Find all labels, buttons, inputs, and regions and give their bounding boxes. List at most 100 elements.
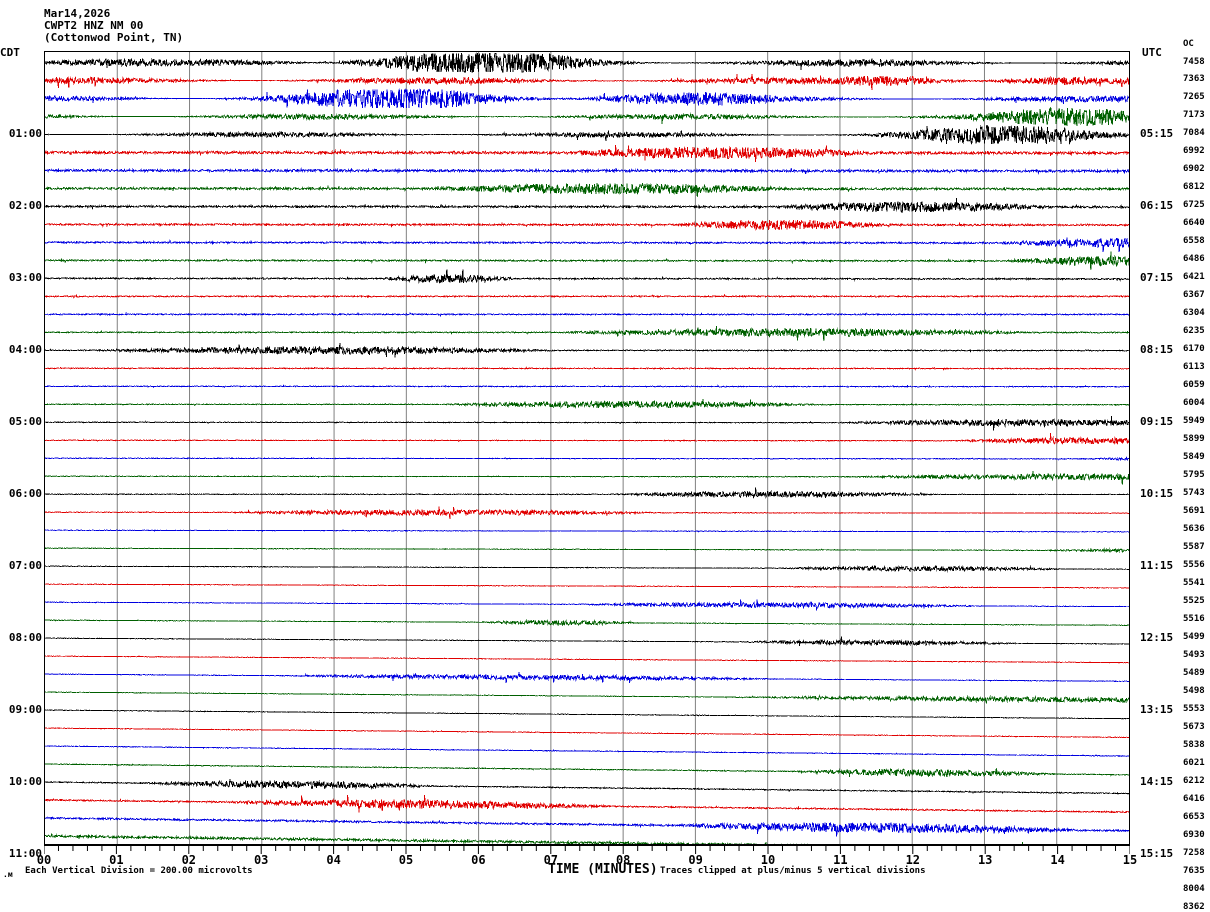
- amplitude-value: 6640: [1183, 218, 1205, 229]
- amplitude-value: 6416: [1183, 794, 1205, 805]
- right-time-tick: 11:15: [1140, 559, 1174, 573]
- left-time-tick: 05:00: [8, 415, 42, 429]
- amplitude-value: 6021: [1183, 758, 1205, 769]
- right-time-tick: 14:15: [1140, 775, 1174, 789]
- left-time-tick: 02:00: [8, 199, 42, 213]
- seismogram-page: Mar14,2026 CWPT2 HNZ NM 00 (Cottonwod Po…: [0, 7, 1205, 912]
- x-axis-label: 02: [181, 853, 197, 867]
- x-axis-label: 06: [471, 853, 486, 867]
- amplitude-value: 7458: [1183, 56, 1205, 67]
- amplitude-value: 5899: [1183, 434, 1205, 445]
- amplitude-value: 6653: [1183, 812, 1205, 822]
- left-time-tick: 03:00: [8, 271, 42, 285]
- amplitude-value: 7635: [1183, 865, 1205, 876]
- right-time-tick: 05:15: [1140, 127, 1174, 141]
- x-axis-label: 00: [36, 853, 52, 867]
- amplitude-value: 5525: [1183, 596, 1205, 607]
- amplitude-value: 6725: [1183, 200, 1205, 211]
- amplitude-value: 6367: [1183, 290, 1205, 301]
- right-time-tick: 13:15: [1140, 703, 1174, 717]
- right-time-tick: 07:15: [1140, 271, 1174, 285]
- amplitude-value: 5489: [1183, 668, 1205, 679]
- amplitude-value: 5691: [1183, 506, 1205, 517]
- amplitude-value: 8362: [1183, 901, 1205, 912]
- amplitude-value: 5553: [1183, 704, 1205, 715]
- x-axis-label: 08: [615, 853, 631, 867]
- left-time-tick: 07:00: [8, 559, 42, 573]
- amplitude-value: 5516: [1183, 614, 1205, 625]
- amplitude-value: 6113: [1183, 362, 1205, 373]
- amplitude-value: 6004: [1183, 398, 1205, 409]
- amplitude-value: 6558: [1183, 236, 1205, 247]
- amplitude-value: 7084: [1183, 128, 1205, 139]
- x-axis-label: 03: [253, 853, 269, 867]
- amplitude-value: 7173: [1183, 110, 1205, 121]
- footer-clip-note: Traces clipped at plus/minus 5 vertical …: [660, 866, 926, 876]
- left-time-tick: 09:00: [8, 703, 42, 717]
- amplitude-value: 6235: [1183, 326, 1205, 337]
- left-time-tick: 10:00: [8, 775, 42, 789]
- footer-corner-mark: .м: [3, 870, 13, 879]
- right-time-tick: 10:15: [1140, 487, 1174, 501]
- right-time-tick: 06:15: [1140, 199, 1174, 213]
- amplitude-value: 5795: [1183, 470, 1205, 481]
- amplitude-value: 6930: [1183, 830, 1205, 840]
- left-time-tick: 06:00: [8, 487, 42, 501]
- footer-scale-note: Each Vertical Division = 200.00 microvol…: [25, 866, 253, 876]
- header-location: (Cottonwod Point, TN): [44, 31, 184, 44]
- amplitude-value: 5673: [1183, 722, 1205, 733]
- x-axis-label: 07: [543, 853, 559, 867]
- amplitude-value: 5587: [1183, 542, 1205, 553]
- x-axis-label: 13: [977, 853, 993, 867]
- amplitude-column-label: OC: [1183, 39, 1194, 49]
- amplitude-value: 5493: [1183, 650, 1205, 661]
- x-axis-label: 14: [1050, 853, 1065, 867]
- x-axis-label: 09: [688, 853, 703, 867]
- amplitude-value: 7258: [1183, 847, 1205, 858]
- x-axis-label: 11: [833, 853, 848, 867]
- header-date: Mar14,2026: [44, 7, 111, 20]
- header-station: CWPT2 HNZ NM 00: [44, 19, 144, 32]
- amplitude-value: 8004: [1183, 883, 1205, 894]
- amplitude-value: 6304: [1183, 308, 1205, 319]
- right-time-tick: 15:15: [1140, 846, 1174, 860]
- amplitude-value: 7265: [1183, 92, 1205, 103]
- x-axis-label: 10: [760, 853, 776, 867]
- left-timezone-label: CDT: [0, 46, 20, 59]
- amplitude-value: 6902: [1183, 164, 1205, 175]
- amplitude-value: 5556: [1183, 560, 1205, 571]
- trace-layer: [45, 52, 1129, 844]
- x-axis-label: 12: [905, 853, 921, 867]
- amplitude-value: 5743: [1183, 488, 1205, 499]
- amplitude-value: 6486: [1183, 254, 1205, 265]
- x-axis-ticks: [44, 845, 1130, 854]
- amplitude-value: 6421: [1183, 272, 1205, 283]
- x-axis-title: TIME (MINUTES): [548, 862, 658, 877]
- amplitude-value: 6992: [1183, 146, 1205, 157]
- seismogram-plot: [44, 51, 1130, 845]
- left-time-tick: 08:00: [8, 631, 42, 645]
- amplitude-value: 6170: [1183, 344, 1205, 355]
- left-time-tick: 01:00: [8, 127, 42, 141]
- amplitude-value: 5849: [1183, 452, 1205, 463]
- amplitude-value: 5949: [1183, 416, 1205, 427]
- left-time-tick: 04:00: [8, 343, 42, 357]
- x-axis-label: 01: [109, 853, 124, 867]
- right-timezone-label: UTC: [1142, 46, 1162, 59]
- amplitude-value: 5541: [1183, 578, 1205, 589]
- right-time-tick: 12:15: [1140, 631, 1174, 645]
- amplitude-value: 5499: [1183, 632, 1205, 643]
- left-time-tick: 11:00: [8, 846, 42, 860]
- amplitude-value: 6812: [1183, 182, 1205, 193]
- amplitude-value: 7363: [1183, 74, 1205, 85]
- amplitude-value: 5636: [1183, 524, 1205, 535]
- x-axis-label: 04: [326, 853, 341, 867]
- amplitude-value: 5838: [1183, 740, 1205, 751]
- amplitude-value: 6059: [1183, 380, 1205, 391]
- x-axis-label: 15: [1122, 853, 1138, 867]
- grid-layer: [116, 52, 1058, 844]
- x-axis-label: 05: [398, 853, 414, 867]
- right-time-tick: 09:15: [1140, 415, 1174, 429]
- amplitude-value: 6212: [1183, 776, 1205, 787]
- right-time-tick: 08:15: [1140, 343, 1174, 357]
